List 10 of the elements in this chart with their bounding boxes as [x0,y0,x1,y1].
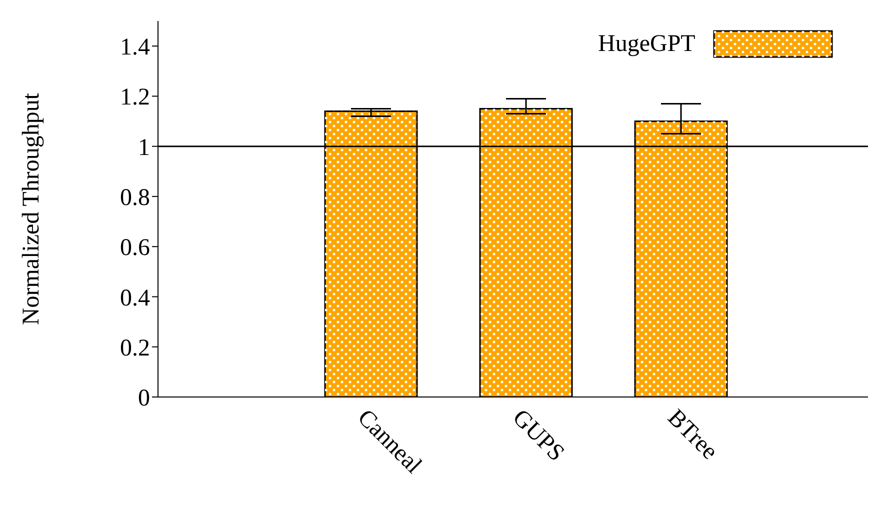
y-tick-label: 0.4 [120,285,150,312]
y-tick-label: 1.4 [120,34,150,61]
y-tick-label: 0.2 [120,335,150,362]
y-tick-label: 1.2 [120,84,150,111]
y-tick-label: 1 [138,134,150,161]
y-tick-label: 0 [138,386,150,412]
y-tick-label: 0.6 [120,235,150,262]
y-tick-label: 0.8 [120,184,150,211]
legend-label: HugeGPT [598,30,696,58]
y-axis-title: Normalized Throughput [18,92,45,326]
